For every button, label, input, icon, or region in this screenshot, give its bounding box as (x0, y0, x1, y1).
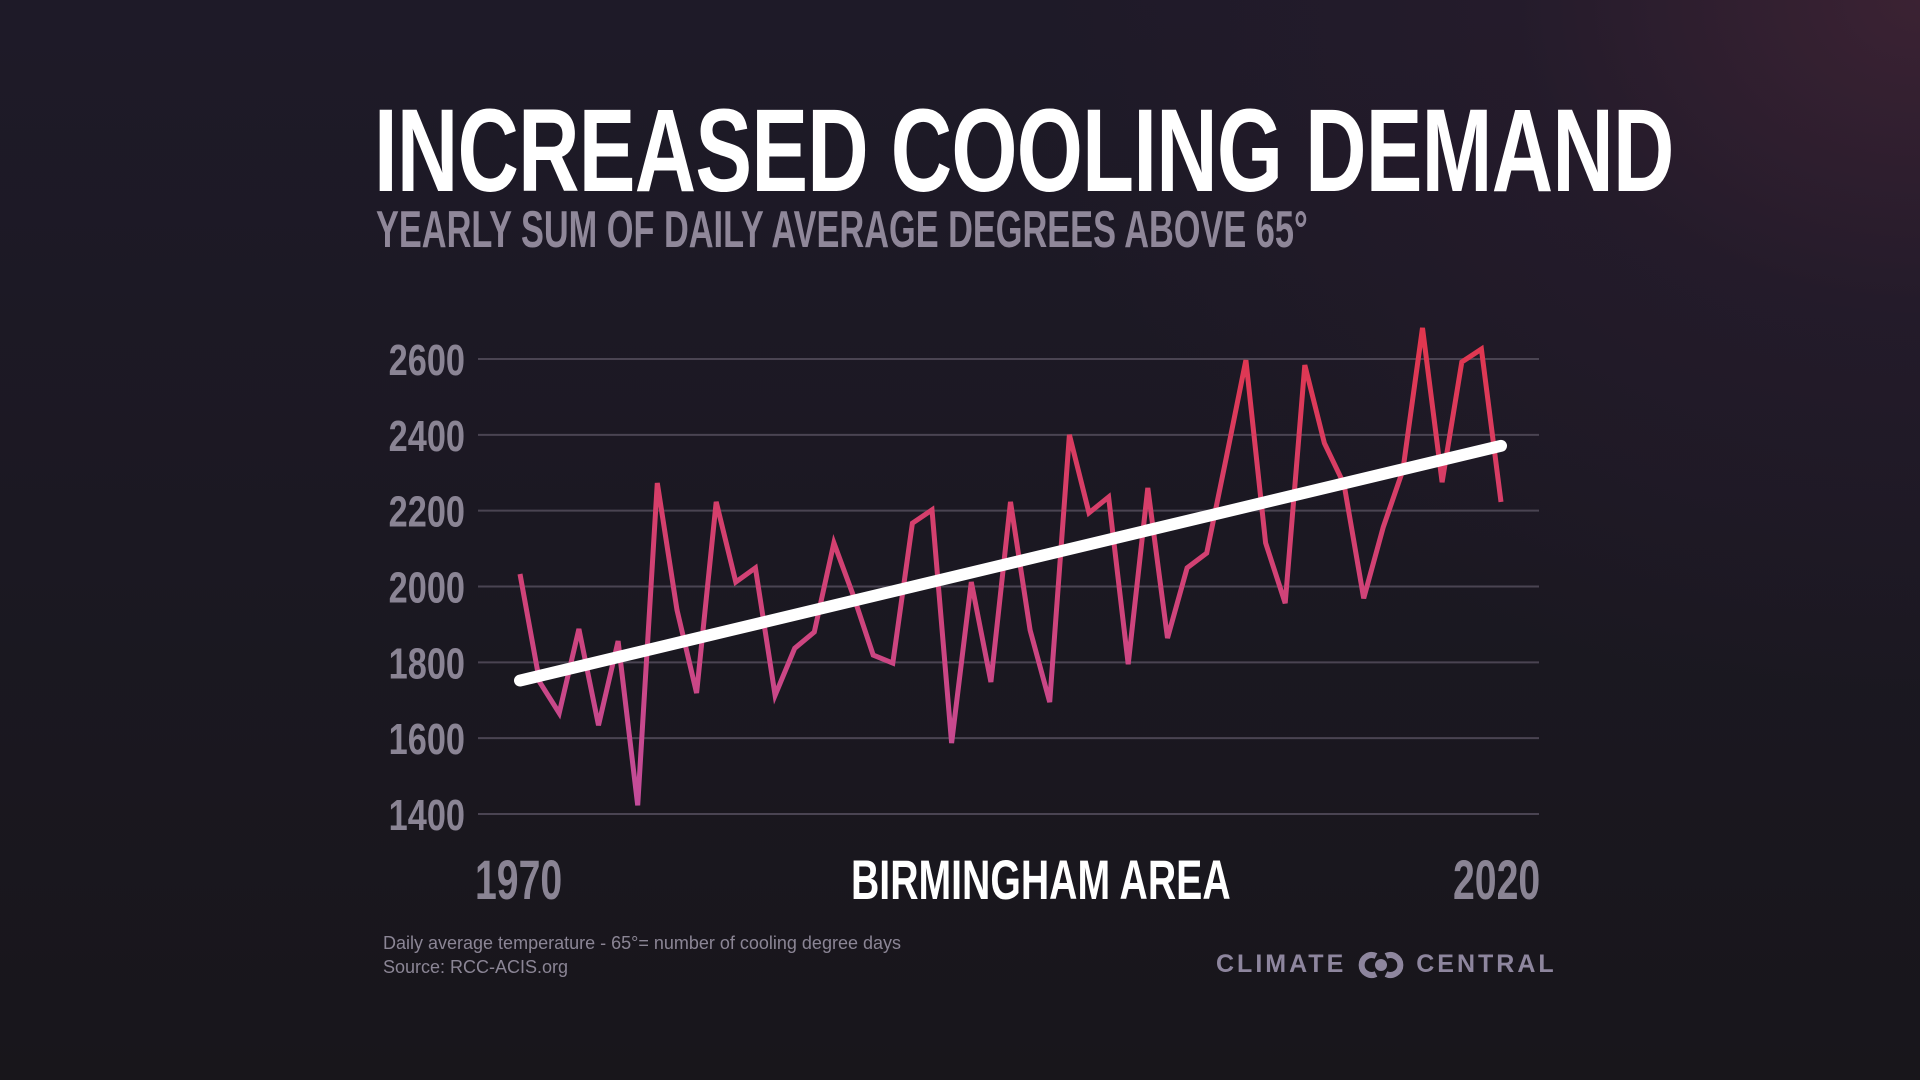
y-axis-ticks: 1400 1600 1800 2000 2200 2400 2600 (389, 336, 465, 840)
y-tick-label: 2600 (389, 336, 465, 385)
footnote-source: Source: RCC-ACIS.org (383, 957, 569, 977)
logo-rings-icon (1358, 951, 1404, 978)
logo-text-right: CENTRAL (1416, 950, 1557, 978)
y-tick-label: 1400 (389, 791, 465, 840)
x-tick-1970: 1970 (475, 848, 563, 911)
y-tick-label: 1800 (389, 639, 465, 688)
x-tick-2020: 2020 (1453, 848, 1541, 911)
y-tick-label: 2200 (389, 488, 465, 537)
climate-central-logo: CLIMATE CENTRAL (1216, 950, 1557, 979)
trend-line (514, 439, 1507, 687)
chart-title: INCREASED COOLING DEMAND (374, 85, 1674, 217)
y-tick-label: 2400 (389, 412, 465, 461)
y-tick-label: 1600 (389, 715, 465, 764)
y-tick-label: 2000 (389, 563, 465, 612)
logo-text-left: CLIMATE (1216, 950, 1347, 978)
chart-subtitle: YEARLY SUM OF DAILY AVERAGE DEGREES ABOV… (376, 201, 1308, 259)
footnote: Daily average temperature - 65°= number … (383, 931, 901, 979)
gridlines (478, 358, 1539, 815)
footnote-definition: Daily average temperature - 65°= number … (383, 933, 901, 953)
x-axis-label: BIRMINGHAM AREA (851, 848, 1231, 911)
